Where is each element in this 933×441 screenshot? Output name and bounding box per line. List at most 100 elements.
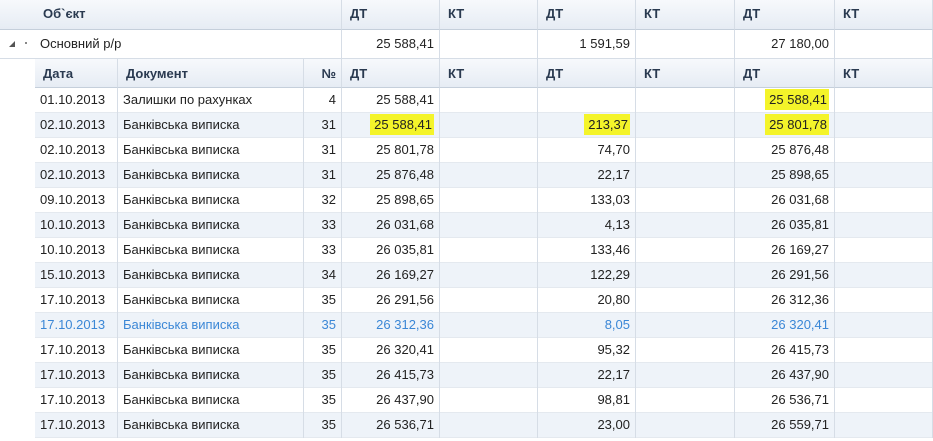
header-column[interactable]: ДТ — [342, 0, 440, 30]
cell-credit — [636, 238, 735, 263]
cell-date: 17.10.2013 — [35, 338, 118, 363]
subheader-column[interactable]: Документ — [118, 59, 304, 88]
cell-number: 35 — [304, 338, 342, 363]
debit-value: 213,37 — [584, 114, 630, 135]
cell-debit: 26 169,27 — [342, 263, 440, 288]
header-column[interactable]: ДТ — [538, 0, 636, 30]
debit-value: 26 320,41 — [376, 342, 434, 357]
cell-credit — [636, 363, 735, 388]
cell-number: 32 — [304, 188, 342, 213]
cell-debit: 23,00 — [538, 413, 636, 438]
cell-debit: 26 312,36 — [735, 288, 835, 313]
cell-document: Банківська виписка — [118, 188, 304, 213]
cell-credit — [440, 263, 538, 288]
row[interactable] — [35, 238, 933, 263]
cell-document: Банківська виписка — [118, 288, 304, 313]
subheader-column[interactable]: Дата — [35, 59, 118, 88]
cell-credit — [440, 363, 538, 388]
cell-debit: 25 588,41 — [735, 88, 835, 113]
row[interactable] — [35, 263, 933, 288]
cell-document: Банківська виписка — [118, 388, 304, 413]
cell-debit: 133,46 — [538, 238, 636, 263]
cell-number: 4 — [304, 88, 342, 113]
cell-debit: 26 291,56 — [342, 288, 440, 313]
cell-number: 33 — [304, 213, 342, 238]
cell-debit: 25 801,78 — [342, 138, 440, 163]
cell-credit — [636, 138, 735, 163]
subheader-column[interactable]: КТ — [835, 59, 933, 88]
cell-credit — [835, 288, 933, 313]
debit-value: 26 437,90 — [376, 392, 434, 407]
cell-debit: 95,32 — [538, 338, 636, 363]
header-column[interactable]: КТ — [636, 0, 735, 30]
cell-debit: 26 559,71 — [735, 413, 835, 438]
row[interactable] — [35, 413, 933, 438]
debit-value: 26 536,71 — [771, 392, 829, 407]
cell-credit — [835, 338, 933, 363]
debit-value: 26 169,27 — [771, 242, 829, 257]
cell-credit — [835, 88, 933, 113]
debit-value: 25 588,41 — [376, 92, 434, 107]
row[interactable] — [35, 138, 933, 163]
row[interactable] — [35, 388, 933, 413]
cell-credit — [440, 288, 538, 313]
cell-credit — [835, 238, 933, 263]
cell-credit — [636, 263, 735, 288]
subheader-column[interactable]: КТ — [636, 59, 735, 88]
cell-debit: 26 320,41 — [342, 338, 440, 363]
debit-value: 74,70 — [597, 142, 630, 157]
header-column[interactable]: ДТ — [735, 0, 835, 30]
subheader-column[interactable]: КТ — [440, 59, 538, 88]
cell-date: 17.10.2013 — [35, 288, 118, 313]
cell-debit: 26 415,73 — [735, 338, 835, 363]
cell-document: Банківська виписка — [118, 213, 304, 238]
row[interactable] — [35, 313, 933, 338]
cell-date: 17.10.2013 — [35, 413, 118, 438]
header-column[interactable]: КТ — [835, 0, 933, 30]
header-object-label[interactable]: Об`єкт — [35, 0, 342, 30]
cell-debit: 22,17 — [538, 363, 636, 388]
cell-credit — [440, 88, 538, 113]
subheader-column[interactable]: № — [304, 59, 342, 88]
subheader-column[interactable]: ДТ — [538, 59, 636, 88]
cell-debit: 4,13 — [538, 213, 636, 238]
cell-document: Банківська виписка — [118, 238, 304, 263]
cell-debit: 25 801,78 — [735, 113, 835, 138]
row[interactable] — [35, 363, 933, 388]
cell-debit: 22,17 — [538, 163, 636, 188]
debit-value: 4,13 — [604, 217, 630, 232]
expand-toggle[interactable] — [8, 39, 18, 49]
cell-debit: 26 291,56 — [735, 263, 835, 288]
row[interactable] — [35, 338, 933, 363]
debit-value: 26 035,81 — [376, 242, 434, 257]
cell-credit — [835, 363, 933, 388]
subheader-column[interactable]: ДТ — [342, 59, 440, 88]
cell-debit: 26 031,68 — [342, 213, 440, 238]
cell-credit — [636, 163, 735, 188]
subheader-column[interactable]: ДТ — [735, 59, 835, 88]
cell-document: Банківська виписка — [118, 363, 304, 388]
row[interactable] — [35, 288, 933, 313]
cell-credit — [440, 188, 538, 213]
group-debit: 1 591,59 — [538, 30, 636, 58]
tree-dot — [25, 42, 27, 44]
cell-document: Банківська виписка — [118, 163, 304, 188]
cell-number: 35 — [304, 363, 342, 388]
group-credit — [440, 30, 538, 58]
debit-value: 26 312,36 — [771, 292, 829, 307]
row[interactable] — [35, 213, 933, 238]
row[interactable] — [35, 163, 933, 188]
cell-document: Залишки по рахунках — [118, 88, 304, 113]
cell-date: 10.10.2013 — [35, 213, 118, 238]
cell-debit: 8,05 — [538, 313, 636, 338]
cell-credit — [636, 338, 735, 363]
cell-date: 17.10.2013 — [35, 388, 118, 413]
cell-credit — [835, 213, 933, 238]
header-column[interactable]: КТ — [440, 0, 538, 30]
row[interactable] — [35, 188, 933, 213]
debit-value: 22,17 — [597, 167, 630, 182]
cell-date: 10.10.2013 — [35, 238, 118, 263]
cell-date: 02.10.2013 — [35, 113, 118, 138]
debit-value: 25 876,48 — [771, 142, 829, 157]
